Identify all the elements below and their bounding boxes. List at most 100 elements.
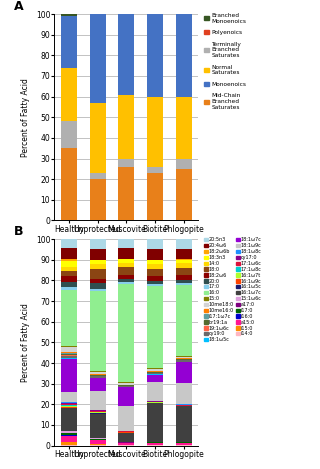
Bar xyxy=(61,267,77,271)
Bar xyxy=(118,284,134,382)
Bar xyxy=(61,407,77,408)
Bar xyxy=(176,280,192,283)
Bar xyxy=(61,354,77,355)
Bar xyxy=(147,281,163,285)
Bar xyxy=(61,435,77,436)
Bar xyxy=(147,285,163,287)
Bar xyxy=(61,290,77,346)
Bar xyxy=(90,260,106,264)
Bar xyxy=(90,444,106,445)
Bar xyxy=(176,407,192,442)
Bar xyxy=(176,14,192,97)
Bar xyxy=(147,276,163,281)
Bar xyxy=(61,259,77,261)
Bar xyxy=(176,362,192,383)
Bar xyxy=(61,261,77,267)
Bar xyxy=(147,239,163,249)
Bar xyxy=(61,239,77,248)
Bar xyxy=(118,263,134,267)
Bar xyxy=(147,382,163,401)
Bar xyxy=(147,401,163,402)
Bar xyxy=(61,404,77,405)
Bar xyxy=(176,405,192,406)
Legend: 20:5n3, 20:4ω6, 18:2ω6b, 18:3n3, 14:0, 18:0, 18:2ω6, 20:0, 17:0, 16:0, 15:0, 10m: 20:5n3, 20:4ω6, 18:2ω6b, 18:3n3, 14:0, 1… xyxy=(204,237,261,342)
Bar xyxy=(147,287,163,368)
Bar xyxy=(176,443,192,445)
Bar xyxy=(176,249,192,259)
Bar xyxy=(61,271,77,276)
Bar xyxy=(118,383,134,385)
Bar xyxy=(61,248,77,259)
Bar xyxy=(118,14,134,95)
Bar xyxy=(147,14,163,97)
Bar xyxy=(147,374,163,375)
Bar xyxy=(90,179,106,220)
Bar xyxy=(147,443,163,445)
Bar xyxy=(90,374,106,375)
Bar xyxy=(176,275,192,280)
Bar xyxy=(176,260,192,264)
Bar xyxy=(61,405,77,406)
Bar xyxy=(147,368,163,369)
Bar xyxy=(118,239,134,249)
Bar xyxy=(176,159,192,169)
Bar xyxy=(90,440,106,444)
Bar xyxy=(176,383,192,404)
Bar xyxy=(147,173,163,220)
Bar xyxy=(118,444,134,445)
Bar xyxy=(118,95,134,159)
Bar xyxy=(90,103,106,173)
Text: A: A xyxy=(14,0,24,13)
Legend: Branched
Monoenoics, Polyenoics, Terminally
Branched
Saturates, Normal
Saturates: Branched Monoenoics, Polyenoics, Termina… xyxy=(204,13,246,110)
Bar xyxy=(118,167,134,220)
Bar xyxy=(90,279,106,283)
Bar xyxy=(147,375,163,382)
Bar xyxy=(147,249,163,260)
Bar xyxy=(118,159,134,167)
Bar xyxy=(147,373,163,374)
Bar xyxy=(176,442,192,443)
Bar xyxy=(147,442,163,443)
Bar xyxy=(90,375,106,376)
Bar xyxy=(118,445,134,446)
Bar xyxy=(90,283,106,289)
Bar xyxy=(61,276,77,282)
Bar xyxy=(90,249,106,260)
Bar xyxy=(90,378,106,391)
Bar xyxy=(118,282,134,284)
Bar xyxy=(61,356,77,358)
Bar xyxy=(90,412,106,413)
Bar xyxy=(61,431,77,432)
Bar xyxy=(61,436,77,442)
Y-axis label: Percent of Fatty Acid: Percent of Fatty Acid xyxy=(21,78,30,157)
Bar xyxy=(118,279,134,282)
Bar xyxy=(61,121,77,148)
Bar xyxy=(61,347,77,352)
Bar xyxy=(61,68,77,121)
Bar xyxy=(118,275,134,279)
Bar xyxy=(118,387,134,406)
Bar xyxy=(176,264,192,268)
Bar xyxy=(61,282,77,287)
Bar xyxy=(90,411,106,412)
Bar xyxy=(61,433,77,435)
Bar xyxy=(147,97,163,167)
Bar xyxy=(61,406,77,407)
Bar xyxy=(61,16,77,68)
Bar xyxy=(61,346,77,347)
Bar xyxy=(90,371,106,372)
Bar xyxy=(176,268,192,275)
Bar xyxy=(90,376,106,378)
Bar xyxy=(147,264,163,269)
Bar xyxy=(61,14,77,16)
Bar xyxy=(176,259,192,260)
Bar xyxy=(61,403,77,404)
Bar xyxy=(61,287,77,290)
Bar xyxy=(118,406,134,431)
Bar xyxy=(118,267,134,275)
Bar xyxy=(147,269,163,276)
Bar xyxy=(61,408,77,431)
Text: B: B xyxy=(14,225,24,238)
Bar xyxy=(176,358,192,359)
Bar xyxy=(61,358,77,359)
